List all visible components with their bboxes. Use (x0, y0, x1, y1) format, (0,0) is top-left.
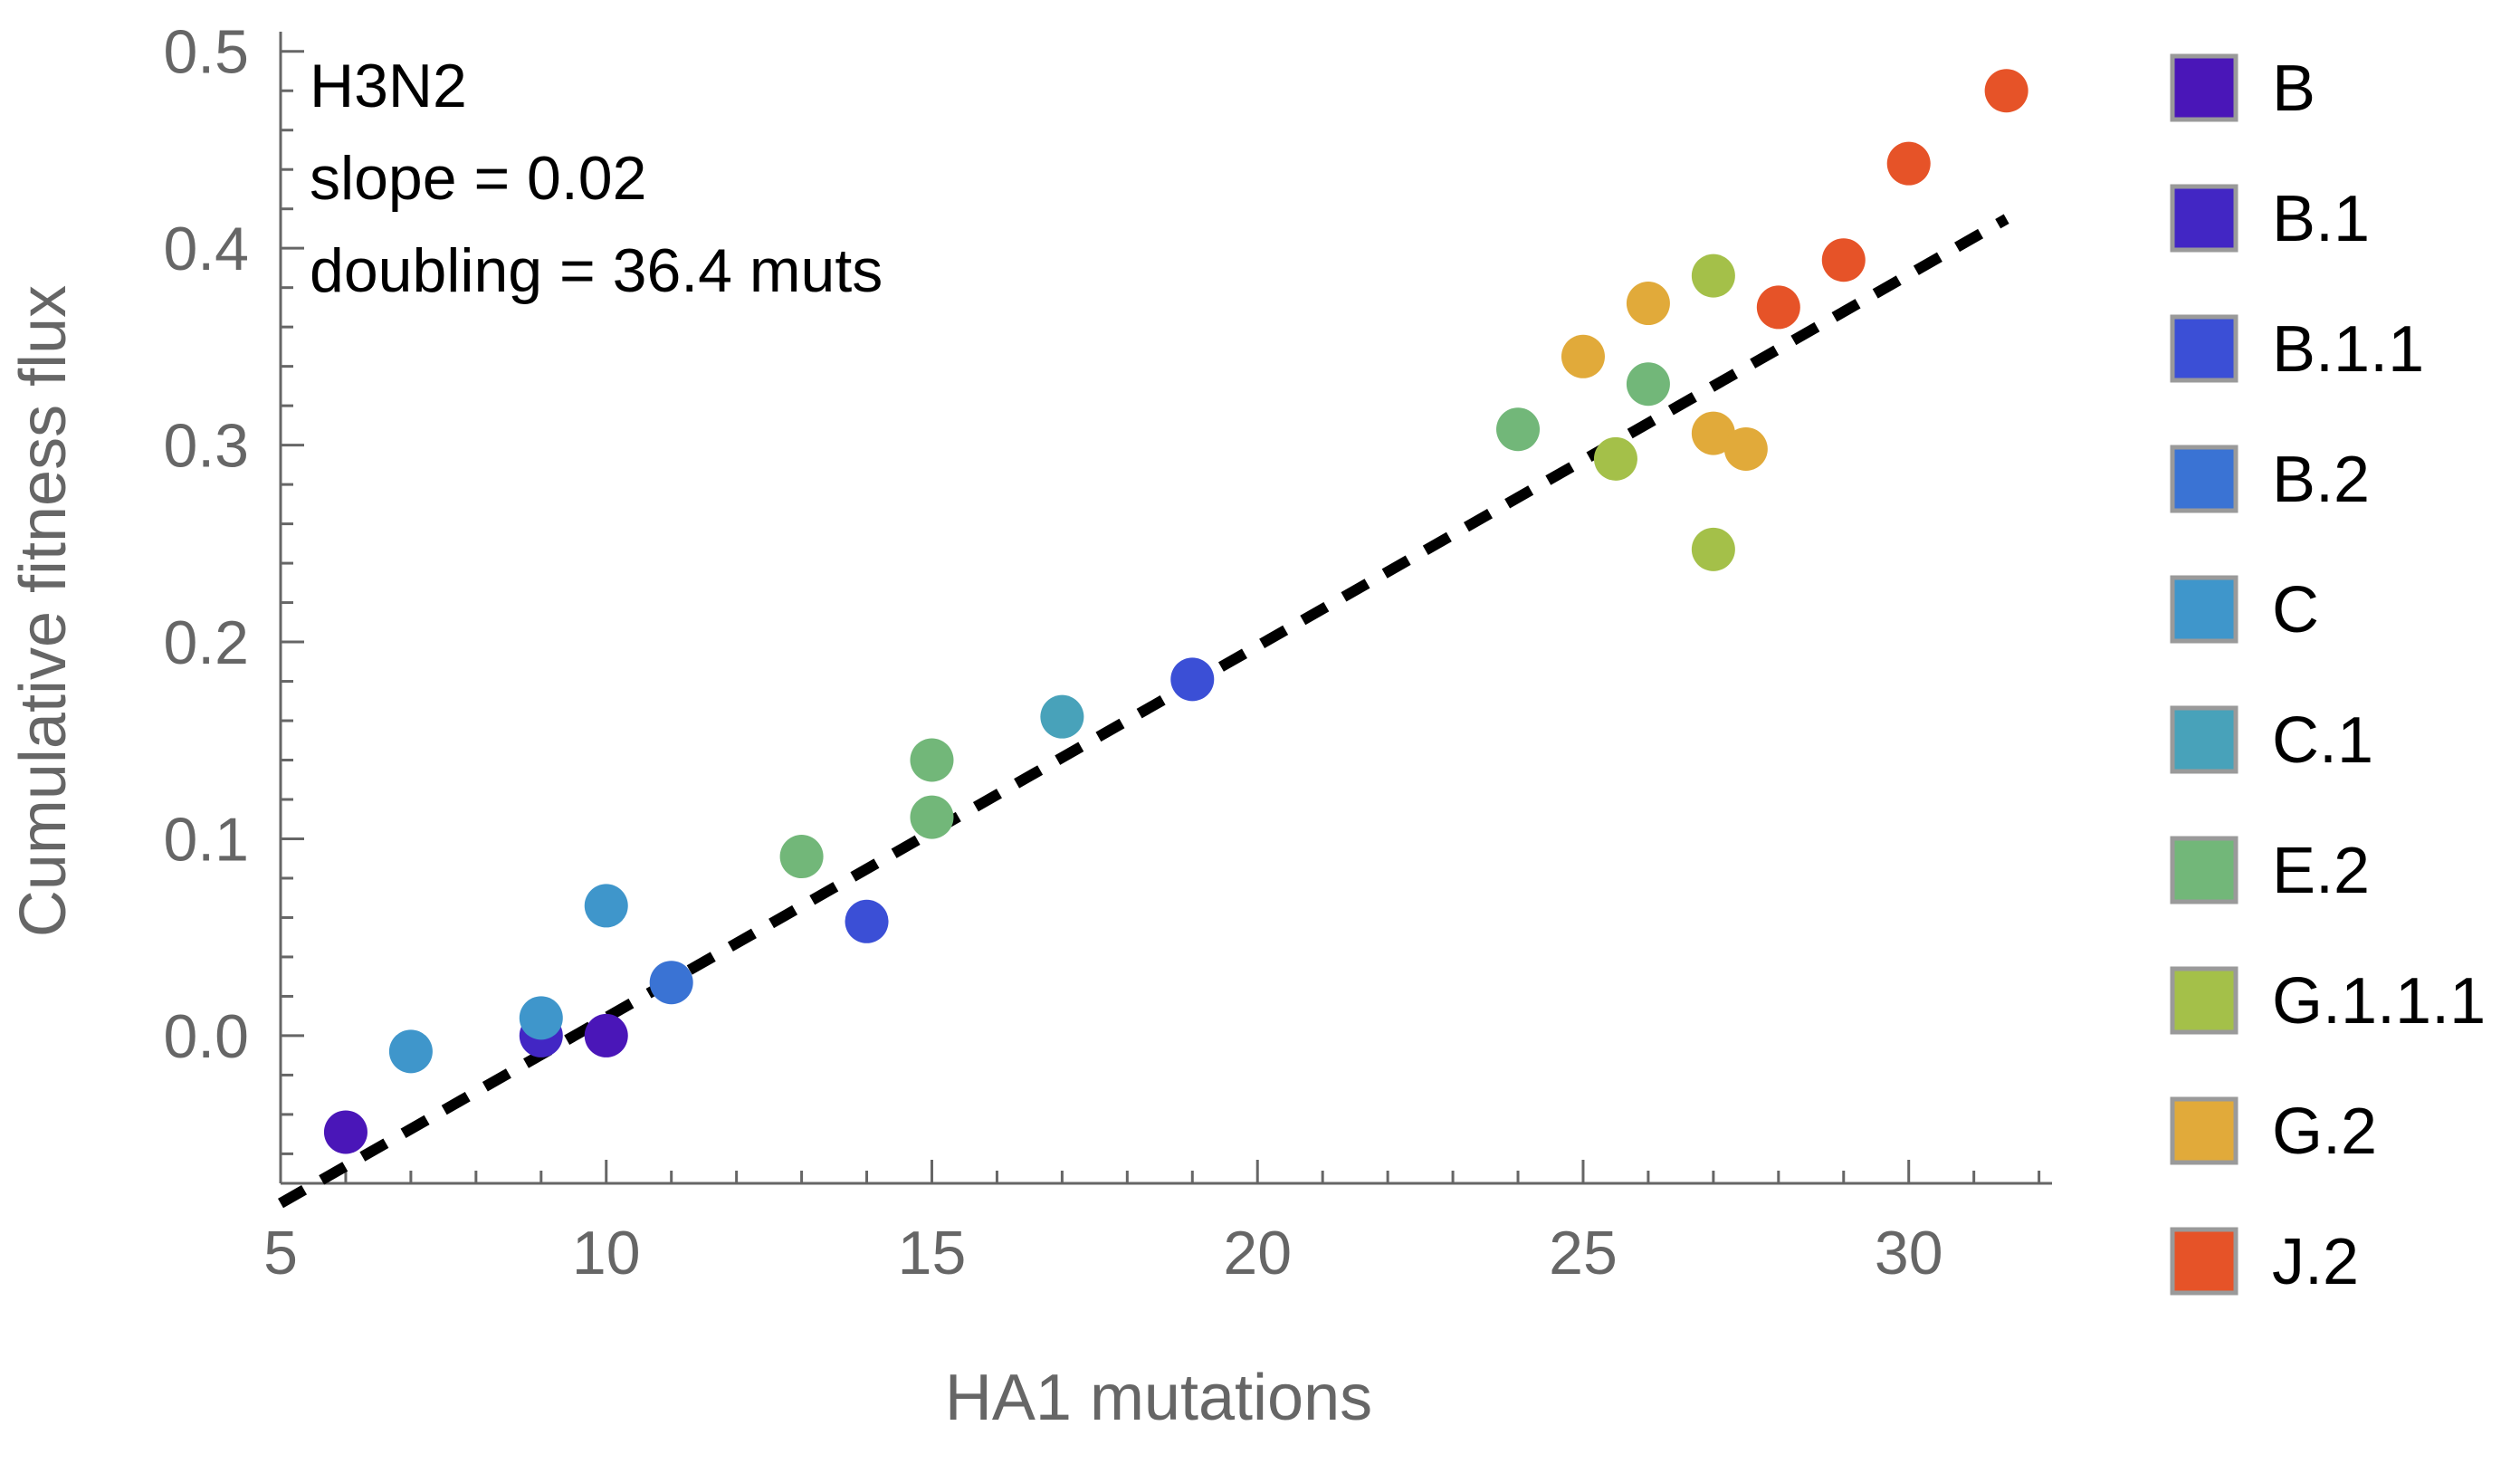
y-tick-label: 0.3 (163, 412, 249, 481)
legend-item: B.2 (2170, 444, 2370, 516)
data-point (1496, 407, 1541, 452)
data-point (1691, 254, 1735, 298)
legend-label: B (2272, 53, 2315, 125)
data-point (323, 1110, 368, 1154)
data-point (1691, 411, 1735, 455)
legend-label: G.1.1.1 (2272, 965, 2486, 1038)
x-axis-title: HA1 mutations (945, 1362, 1372, 1434)
legend-item: B.1 (2170, 183, 2370, 255)
y-tick-label: 0.2 (163, 608, 249, 677)
fit-line-group (278, 214, 2009, 1209)
data-point (910, 795, 954, 839)
data-points (323, 69, 2028, 1154)
data-point (1691, 527, 1735, 571)
legend-swatch (2170, 184, 2238, 253)
data-point (845, 899, 889, 943)
legend-item: B (2170, 53, 2315, 125)
data-point (1723, 426, 1768, 471)
legend-label: J.2 (2272, 1226, 2359, 1298)
x-tick-label: 30 (1875, 1219, 1943, 1287)
legend-label: B.1.1 (2272, 313, 2424, 386)
legend-swatch (2170, 966, 2238, 1035)
data-point (1626, 362, 1670, 407)
annotation-text: slope = 0.02 (310, 144, 646, 213)
legend-item: B.1.1 (2170, 313, 2424, 386)
annotations: H3N2 slope = 0.02 doubling = 36.4 muts (310, 52, 883, 305)
legend-swatch (2170, 836, 2238, 904)
legend-swatch (2170, 1096, 2238, 1165)
y-tick-label: 0.0 (163, 1002, 249, 1071)
x-tick-label: 15 (898, 1219, 967, 1287)
legend-label: E.2 (2272, 835, 2370, 907)
annotation-text: doubling = 36.4 muts (310, 236, 883, 305)
legend-swatch (2170, 575, 2238, 644)
legend-item: G.2 (2170, 1096, 2377, 1168)
legend-label: C.1 (2272, 704, 2373, 777)
data-point (1170, 657, 1215, 702)
data-point (1886, 141, 1931, 186)
data-point (519, 996, 563, 1040)
data-point (1984, 69, 2028, 113)
legend-swatch (2170, 445, 2238, 513)
data-point (1561, 334, 1605, 378)
legend-item: E.2 (2170, 835, 2370, 907)
legend-item: G.1.1.1 (2170, 965, 2486, 1038)
fit-line (278, 214, 2009, 1209)
data-point (1040, 694, 1084, 739)
legend-swatch (2170, 1227, 2238, 1296)
legend-label: C (2272, 574, 2319, 646)
x-tick-label: 20 (1223, 1219, 1292, 1287)
y-tick-label: 0.4 (163, 215, 249, 283)
legend-item: J.2 (2170, 1226, 2359, 1298)
legend-label: G.2 (2272, 1096, 2377, 1168)
legend-item: C.1 (2170, 704, 2373, 777)
axes: 5 10 15 20 25 30 0.0 0.1 0.2 0.3 0.4 0.5 (163, 18, 2052, 1287)
y-axis-title: Cumulative fitness flux (7, 285, 80, 937)
legend-swatch (2170, 53, 2238, 122)
data-point (1821, 238, 1866, 282)
data-point (1756, 285, 1800, 330)
data-point (910, 738, 954, 782)
x-tick-label: 10 (572, 1219, 641, 1287)
data-point (388, 1029, 433, 1074)
legend: B B.1 B.1.1 B.2 C C.1 E.2 G.1.1.1 G.2 J.2 (2170, 53, 2486, 1298)
data-point (1626, 282, 1670, 326)
legend-label: B.2 (2272, 444, 2370, 516)
data-point (584, 1013, 628, 1057)
legend-swatch (2170, 705, 2238, 774)
data-point (1593, 436, 1637, 481)
legend-item: C (2170, 574, 2319, 646)
annotation-text: H3N2 (310, 52, 467, 120)
x-tick-label: 25 (1549, 1219, 1618, 1287)
y-tick-label: 0.5 (163, 18, 249, 87)
data-point (584, 884, 628, 928)
data-point (649, 961, 693, 1005)
legend-label: B.1 (2272, 183, 2370, 255)
y-tick-label: 0.1 (163, 805, 249, 874)
x-tick-label: 5 (263, 1219, 298, 1287)
legend-swatch (2170, 314, 2238, 383)
data-point (779, 835, 824, 879)
